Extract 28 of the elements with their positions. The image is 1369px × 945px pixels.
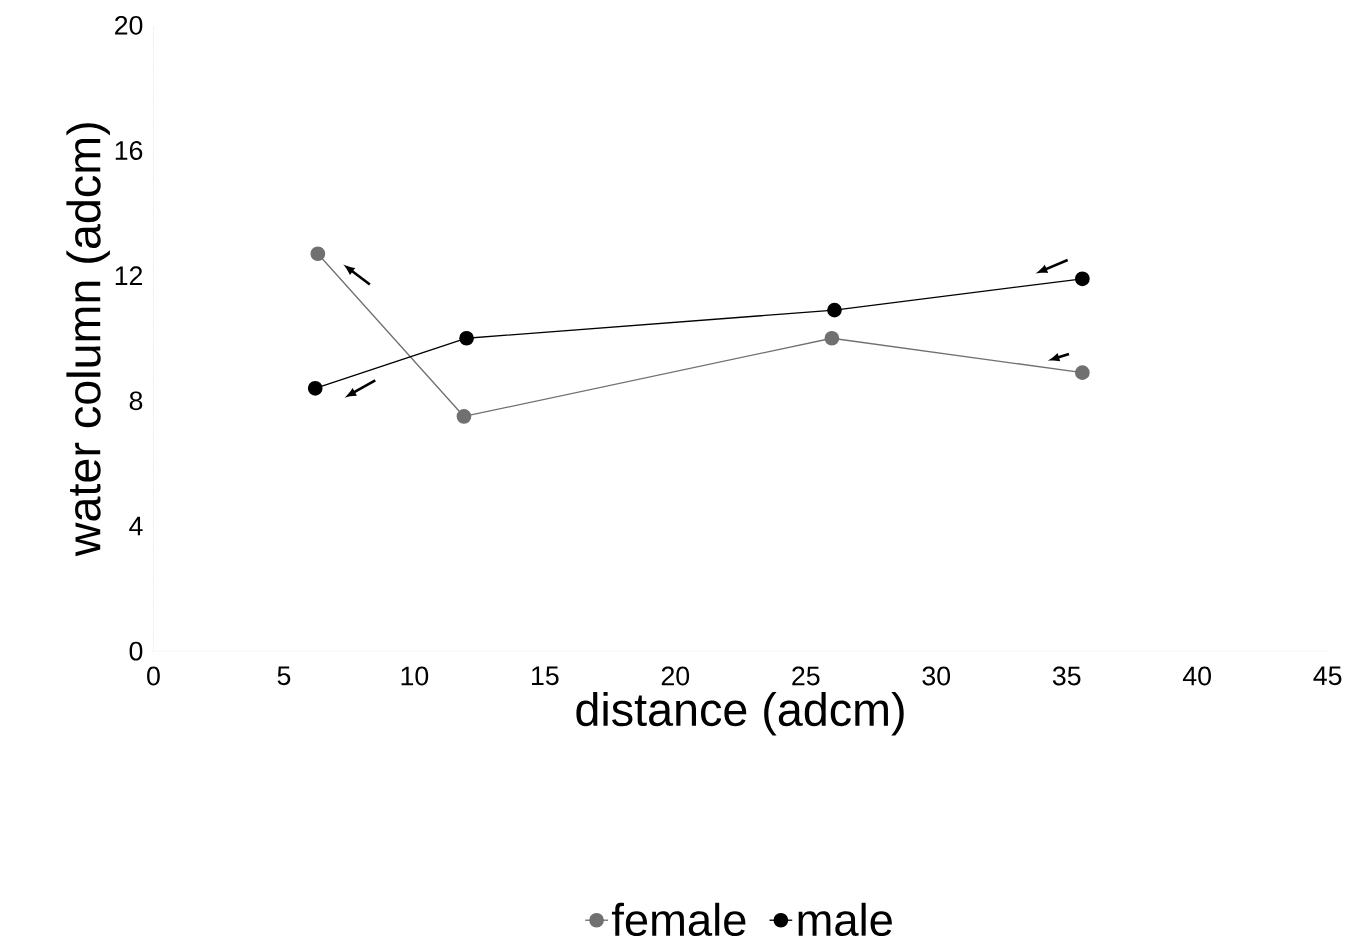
x-tick-label: 15 (532, 666, 559, 686)
x-tick-label: 45 (1313, 666, 1342, 686)
point (1075, 271, 1090, 287)
y-tick-label: 12 (115, 266, 143, 286)
point (459, 331, 474, 346)
point (824, 331, 840, 346)
y-tick-label: 20 (115, 16, 143, 35)
x-tick-label: 40 (1182, 666, 1211, 686)
x-tick-label: 30 (922, 666, 951, 686)
legend-label: male (798, 902, 892, 937)
x-tick-label: 25 (792, 666, 820, 686)
x-tick-label: 10 (401, 666, 429, 686)
point (827, 302, 842, 318)
x-axis-title: distance (adcm) (576, 692, 904, 736)
y-tick-label: 0 (129, 641, 143, 661)
point (310, 246, 326, 262)
x-tick-label: 20 (661, 666, 690, 686)
x-tick-label: 35 (1052, 666, 1081, 686)
y-tick-label: 8 (129, 391, 143, 411)
point (456, 409, 472, 424)
y-tick-label: 4 (129, 516, 143, 536)
x-tick-label: 0 (147, 666, 160, 686)
y-axis-title: water column (adcm) (66, 123, 110, 557)
legend-label: female (611, 902, 746, 937)
x-tick-label: 5 (277, 666, 291, 686)
point (307, 381, 323, 396)
y-tick-label: 16 (115, 141, 143, 161)
point (1075, 365, 1090, 381)
